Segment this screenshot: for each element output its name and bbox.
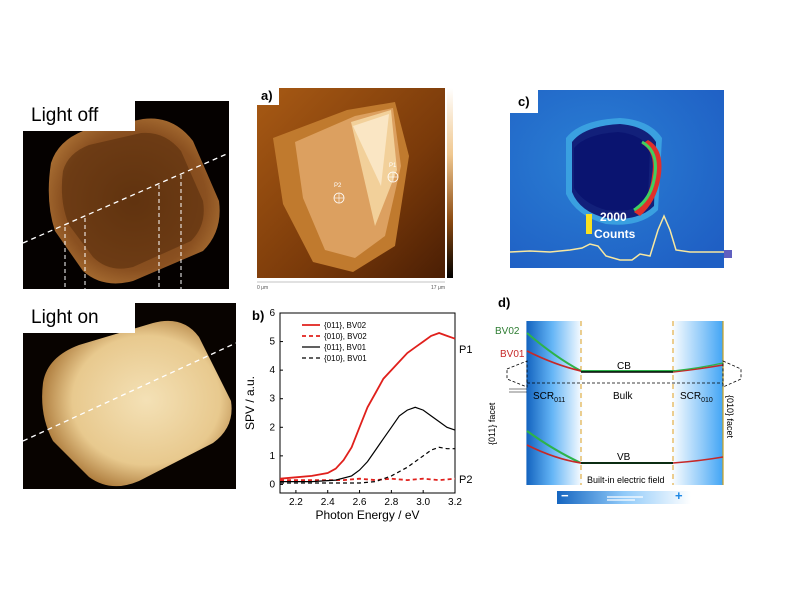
series-line-4: [280, 446, 455, 484]
facet-right-label: {010} facet: [725, 395, 735, 439]
legend-label-3: {011}, BV01: [324, 343, 367, 352]
field-minus: −: [561, 488, 569, 503]
x-tick-label: 2.2: [289, 497, 303, 508]
legend-label-1: {011}, BV02: [324, 321, 367, 330]
scr-left-subscript: 011: [554, 397, 566, 404]
panel-b: 2.2 2.4 2.6 2.8 3.0 3.2 0 1 2 3 4 5 6 Photon Energy /…: [240, 305, 480, 525]
band-diagram: [506, 321, 742, 504]
y-tick-label: 6: [269, 308, 275, 319]
light-on-image: Light on: [23, 303, 236, 489]
legend-label-2: {010}, BV02: [324, 332, 367, 341]
panel-b-label: b): [250, 308, 267, 323]
panel-c-image: [509, 90, 732, 268]
field-plus: +: [675, 488, 683, 503]
light-off-label: Light off: [23, 101, 135, 131]
panel-d-label: d): [495, 295, 514, 310]
scale-text-2: Counts: [594, 227, 636, 241]
y-tick-label: 1: [269, 451, 275, 462]
scr-right-label: SCR010: [680, 391, 713, 404]
x-tick-label: 2.6: [353, 497, 367, 508]
x-tick-label: 3.2: [448, 497, 462, 508]
light-on-label: Light on: [23, 303, 135, 333]
panel-a-label: a): [255, 86, 279, 105]
scr-right-text: SCR: [680, 391, 702, 402]
panel-c: 2000 Counts c): [509, 90, 732, 268]
scr-right-subscript: 010: [701, 397, 713, 404]
plot-frame: [279, 312, 456, 494]
y-tick-label: 5: [269, 337, 275, 348]
panel-d: BV02 BV01 CB VB Bulk SCR011 SCR010 {011}…: [487, 295, 745, 510]
light-off-image: Light off: [23, 101, 229, 289]
x-tick-label: 3.0: [416, 497, 430, 508]
scr-left-text: SCR: [533, 391, 555, 402]
p1-marker: P1: [459, 344, 472, 356]
bv02-label: BV02: [495, 326, 520, 337]
scr-left-label: SCR011: [533, 391, 565, 404]
panel-a: P1 P2 0 μm 17 μm a): [255, 86, 465, 296]
point-p1-label: P1: [389, 163, 397, 169]
axis-right-label: 17 μm: [431, 285, 445, 291]
x-tick-label: 2.8: [384, 497, 398, 508]
y-axis-label: SPV / a.u.: [243, 376, 257, 430]
legend-label-4: {010}, BV01: [324, 354, 367, 363]
facet-left-label: {011} facet: [487, 402, 497, 445]
bulk-label: Bulk: [613, 391, 633, 402]
spv-chart: 2.2 2.4 2.6 2.8 3.0 3.2 0 1 2 3 4 5 6 Photon Energy /…: [243, 308, 472, 522]
panel-a-image: [257, 88, 453, 283]
y-tick-label: 3: [269, 394, 275, 405]
cb-label: CB: [617, 361, 631, 372]
panel-c-label: c): [510, 90, 538, 113]
point-p2-label: P2: [334, 183, 342, 189]
vb-label: VB: [617, 452, 631, 463]
x-tick-label: 2.4: [321, 497, 335, 508]
light-off-crystal: [23, 118, 229, 289]
p2-marker: P2: [459, 474, 472, 486]
y-tick-label: 4: [269, 365, 275, 376]
bv01-label: BV01: [500, 349, 525, 360]
x-axis-label: Photon Energy / eV: [315, 508, 419, 522]
field-title: Built-in electric field: [587, 475, 665, 485]
series-line-3: [280, 406, 456, 483]
y-tick-label: 2: [269, 422, 275, 433]
light-on-crystal: [23, 320, 236, 487]
axis-left-label: 0 μm: [257, 285, 269, 291]
scale-text-1: 2000: [600, 210, 627, 224]
series-line-1: [279, 332, 456, 480]
series-line-2: [280, 477, 456, 482]
y-tick-label: 0: [269, 479, 275, 490]
